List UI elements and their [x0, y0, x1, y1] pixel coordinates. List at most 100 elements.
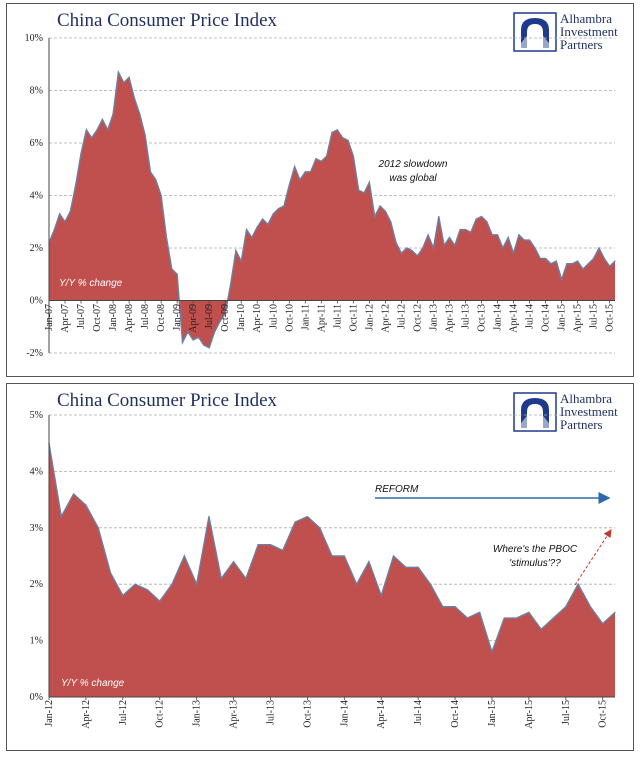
data-point: [561, 278, 563, 281]
y-tick-label: 2%: [30, 243, 43, 254]
data-point: [160, 194, 162, 197]
x-tick-label: Apr-13: [444, 304, 455, 333]
x-tick-label: Oct-13: [477, 304, 488, 332]
x-tick-label: Apr-09: [188, 304, 199, 333]
x-tick-label: Apr-14: [509, 304, 520, 333]
chart-panel-top: China Consumer Price Index Alhambra Inve…: [6, 3, 634, 377]
data-point: [470, 231, 472, 233]
data-point: [283, 205, 285, 207]
logo-text: Alhambra Investment Partners: [560, 12, 618, 51]
data-point: [422, 247, 424, 249]
cpi-chart-2012-2015: 0% 1% 2% 3% 4% 5% Jan-12 Apr-12 Jul-12 Oct-12 Jan-…: [30, 410, 616, 729]
x-tick-label: Jan-13: [428, 304, 439, 331]
x-tick-label: Jul-12: [396, 304, 407, 329]
data-point: [480, 215, 483, 218]
y-tick-label: 10%: [25, 33, 43, 44]
data-point: [417, 566, 419, 568]
data-point: [245, 229, 248, 231]
alhambra-logo-icon: [513, 12, 557, 52]
x-tick-label: Oct-14: [450, 700, 461, 728]
x-tick-label: Jul-13: [460, 304, 471, 329]
data-point: [155, 179, 157, 181]
data-point: [582, 268, 584, 270]
x-tick-label: Jan-14: [493, 304, 504, 331]
data-point: [75, 184, 77, 186]
data-point: [466, 617, 468, 619]
x-tick-label: Oct-10: [284, 304, 295, 332]
data-point: [379, 205, 381, 207]
x-tick-label: Apr-15: [524, 700, 535, 729]
data-point: [503, 617, 505, 619]
y-tick-label: 6%: [30, 138, 43, 149]
data-point: [384, 210, 386, 212]
data-point: [69, 210, 71, 212]
chart-title: China Consumer Price Index: [57, 10, 278, 31]
y-tick-label: 4%: [30, 466, 43, 477]
data-point: [523, 239, 525, 241]
data-point: [144, 134, 146, 136]
data-point: [269, 544, 272, 546]
data-point: [128, 76, 130, 78]
data-point: [196, 583, 198, 585]
unit-label: Y/Y % change: [59, 278, 123, 289]
x-tick-label: Jan-14: [339, 700, 350, 727]
data-point: [614, 260, 616, 262]
data-point: [123, 82, 125, 84]
data-point: [306, 515, 308, 518]
alhambra-logo-icon: [513, 392, 557, 432]
data-point: [550, 263, 552, 265]
data-point: [109, 572, 112, 574]
data-point: [515, 617, 518, 619]
y-tick-label: -2%: [26, 348, 43, 359]
data-point: [454, 244, 456, 246]
data-point: [203, 344, 205, 346]
data-point: [117, 71, 120, 73]
x-tick-label: Jan-11: [300, 304, 311, 330]
data-point: [528, 239, 531, 241]
data-point: [429, 583, 432, 585]
data-point: [192, 339, 194, 341]
data-point: [235, 250, 237, 252]
data-point: [502, 247, 504, 249]
data-point: [486, 221, 488, 223]
data-point: [304, 171, 306, 173]
data-point: [496, 234, 499, 236]
data-point: [427, 234, 429, 236]
data-point: [220, 577, 222, 580]
data-point: [454, 606, 456, 608]
data-point: [432, 247, 435, 249]
data-point: [555, 260, 557, 262]
x-tick-label: Jan-10: [236, 304, 247, 331]
chart-panel-bottom: China Consumer Price Index Alhambra Inve…: [6, 383, 634, 751]
x-tick-label: Oct-15: [598, 700, 609, 728]
area-fill: [49, 72, 615, 348]
data-point: [589, 606, 591, 608]
data-point: [101, 118, 103, 120]
data-point: [405, 566, 407, 568]
data-point: [97, 527, 99, 529]
data-point: [512, 252, 515, 254]
data-point: [534, 247, 536, 249]
x-tick-label: Jul-12: [118, 700, 129, 725]
data-point: [197, 336, 200, 338]
data-point: [411, 250, 413, 252]
annotation-text: 2012 slowdown: [378, 159, 448, 170]
data-point: [593, 257, 595, 260]
data-point: [146, 589, 149, 591]
data-point: [566, 263, 568, 265]
x-tick-label: Jul-11: [332, 304, 343, 329]
data-point: [491, 234, 493, 236]
x-tick-label: Jan-07: [44, 304, 55, 331]
logo-line-3: Partners: [560, 417, 603, 432]
logo: Alhambra Investment Partners: [513, 12, 633, 60]
data-point: [380, 594, 382, 597]
data-point: [53, 229, 55, 231]
y-tick-label: 3%: [30, 523, 43, 534]
cpi-chart-2007-2015: -2% 0% 2% 4% 6% 8% 10% Jan-07 Apr-07 Jul-07 Oct-07…: [25, 33, 616, 359]
data-point: [571, 263, 573, 265]
data-point: [213, 331, 216, 333]
x-tick-label: Jul-15: [561, 700, 572, 725]
x-tick-label: Jan-15: [487, 700, 498, 727]
data-point: [577, 583, 579, 585]
x-tick-label: Oct-14: [541, 304, 552, 332]
